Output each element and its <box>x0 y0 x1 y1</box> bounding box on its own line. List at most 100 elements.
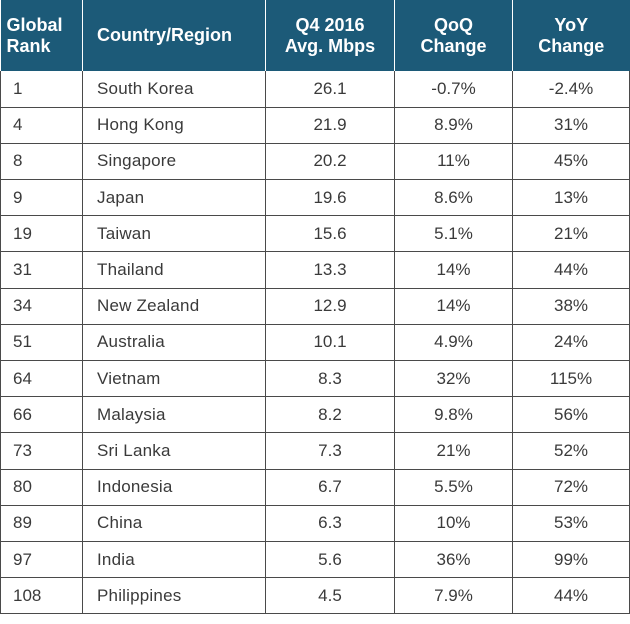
table-row: 31 Thailand 13.3 14% 44% <box>0 251 630 289</box>
header-global-rank-line: Rank <box>6 35 51 56</box>
yoy-change-cell: 31% <box>512 106 630 144</box>
yoy-change-cell: 44% <box>512 577 630 615</box>
table-row: 80 Indonesia 6.7 5.5% 72% <box>0 468 630 506</box>
qoq-change-cell: 8.9% <box>394 106 513 144</box>
table-row: 64 Vietnam 8.3 32% 115% <box>0 359 630 398</box>
qoq-change-cell: 8.6% <box>394 179 513 217</box>
qoq-change-cell: -0.7% <box>394 71 513 108</box>
table-row: 66 Malaysia 8.2 9.8% 56% <box>0 396 630 434</box>
rank-cell: 80 <box>0 468 83 506</box>
avg-mbps-cell: 13.3 <box>265 251 395 289</box>
qoq-change-cell: 11% <box>394 142 513 181</box>
header-row: Global Rank Country/Region Q4 2016 Avg. Mbps… <box>0 0 630 71</box>
header-country-region: Country/Region <box>82 0 266 71</box>
qoq-change-cell: 14% <box>394 287 513 325</box>
qoq-change-cell: 4.9% <box>394 323 513 362</box>
country-cell: Australia <box>82 323 266 362</box>
rank-cell: 34 <box>0 287 83 325</box>
header-global-rank-line: Global <box>6 14 63 35</box>
avg-mbps-cell: 6.3 <box>265 504 395 542</box>
country-cell: India <box>82 540 266 579</box>
table-row: 89 China 6.3 10% 53% <box>0 504 630 542</box>
qoq-change-cell: 36% <box>394 540 513 579</box>
avg-mbps-cell: 6.7 <box>265 468 395 506</box>
qoq-change-cell: 5.1% <box>394 215 513 253</box>
qoq-change-cell: 21% <box>394 432 513 470</box>
country-cell: New Zealand <box>82 287 266 325</box>
rank-cell: 31 <box>0 251 83 289</box>
table-row: 108 Philippines 4.5 7.9% 44% <box>0 577 630 615</box>
table-row: 34 New Zealand 12.9 14% 38% <box>0 287 630 325</box>
yoy-change-cell: 72% <box>512 468 630 506</box>
qoq-change-cell: 10% <box>394 504 513 542</box>
header-qoq-change-line: Change <box>420 35 487 56</box>
avg-mbps-cell: 7.3 <box>265 432 395 470</box>
table-row: 8 Singapore 20.2 11% 45% <box>0 142 630 181</box>
header-avg-mbps-line: Q4 2016 <box>295 14 365 35</box>
country-cell: Thailand <box>82 251 266 289</box>
country-cell: Philippines <box>82 577 266 615</box>
country-cell: Hong Kong <box>82 106 266 144</box>
yoy-change-cell: 38% <box>512 287 630 325</box>
qoq-change-cell: 32% <box>394 359 513 398</box>
table-row: 19 Taiwan 15.6 5.1% 21% <box>0 215 630 253</box>
header-avg-mbps: Q4 2016 Avg. Mbps <box>265 0 395 71</box>
avg-mbps-cell: 12.9 <box>265 287 395 325</box>
rank-cell: 97 <box>0 540 83 579</box>
avg-mbps-cell: 10.1 <box>265 323 395 362</box>
header-yoy-change-line: Change <box>538 35 605 56</box>
country-cell: China <box>82 504 266 542</box>
qoq-change-cell: 9.8% <box>394 396 513 434</box>
header-qoq-change: QoQ Change <box>394 0 513 71</box>
rank-cell: 4 <box>0 106 83 144</box>
country-cell: Indonesia <box>82 468 266 506</box>
rank-cell: 8 <box>0 142 83 181</box>
country-cell: Singapore <box>82 142 266 181</box>
rank-cell: 73 <box>0 432 83 470</box>
rank-cell: 66 <box>0 396 83 434</box>
country-cell: Vietnam <box>82 359 266 398</box>
table-header: Global Rank Country/Region Q4 2016 Avg. Mbps… <box>0 0 630 71</box>
qoq-change-cell: 14% <box>394 251 513 289</box>
country-cell: Sri Lanka <box>82 432 266 470</box>
avg-mbps-cell: 15.6 <box>265 215 395 253</box>
country-cell: Malaysia <box>82 396 266 434</box>
table-row: 51 Australia 10.1 4.9% 24% <box>0 323 630 362</box>
header-country-region-line: Country/Region <box>97 25 232 45</box>
avg-mbps-cell: 4.5 <box>265 577 395 615</box>
avg-mbps-cell: 5.6 <box>265 540 395 579</box>
avg-mbps-cell: 19.6 <box>265 179 395 217</box>
header-global-rank: Global Rank <box>0 0 83 71</box>
header-yoy-change: YoY Change <box>512 0 630 71</box>
country-cell: South Korea <box>82 71 266 108</box>
header-avg-mbps-line: Avg. Mbps <box>284 35 376 56</box>
rank-cell: 19 <box>0 215 83 253</box>
header-yoy-change-line: YoY <box>554 14 589 35</box>
yoy-change-cell: 44% <box>512 251 630 289</box>
yoy-change-cell: -2.4% <box>512 71 630 108</box>
avg-mbps-cell: 21.9 <box>265 106 395 144</box>
country-cell: Taiwan <box>82 215 266 253</box>
avg-mbps-cell: 26.1 <box>265 71 395 108</box>
yoy-change-cell: 115% <box>512 359 630 398</box>
table-row: 1 South Korea 26.1 -0.7% -2.4% <box>0 71 630 108</box>
qoq-change-cell: 5.5% <box>394 468 513 506</box>
header-qoq-change-line: QoQ <box>434 14 473 35</box>
yoy-change-cell: 53% <box>512 504 630 542</box>
country-cell: Japan <box>82 179 266 217</box>
avg-mbps-cell: 20.2 <box>265 142 395 181</box>
avg-mbps-cell: 8.3 <box>265 359 395 398</box>
rank-cell: 51 <box>0 323 83 362</box>
table-row: 97 India 5.6 36% 99% <box>0 540 630 579</box>
rank-cell: 64 <box>0 359 83 398</box>
rank-cell: 108 <box>0 577 83 615</box>
table-row: 73 Sri Lanka 7.3 21% 52% <box>0 432 630 470</box>
yoy-change-cell: 99% <box>512 540 630 579</box>
table-row: 4 Hong Kong 21.9 8.9% 31% <box>0 106 630 144</box>
qoq-change-cell: 7.9% <box>394 577 513 615</box>
avg-mbps-cell: 8.2 <box>265 396 395 434</box>
yoy-change-cell: 21% <box>512 215 630 253</box>
yoy-change-cell: 24% <box>512 323 630 362</box>
yoy-change-cell: 52% <box>512 432 630 470</box>
